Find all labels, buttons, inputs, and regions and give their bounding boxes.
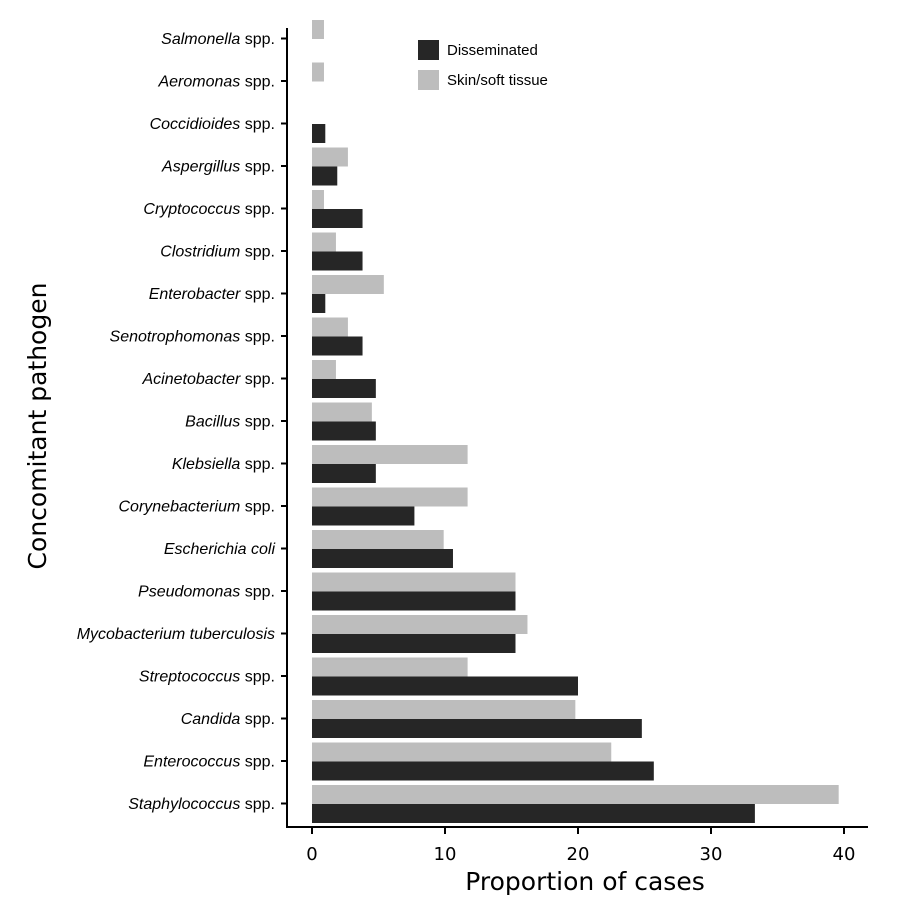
legend: Disseminated Skin/soft tissue (418, 40, 548, 90)
x-tick-label-10: 10 (434, 844, 457, 865)
x-tick-label-20: 20 (567, 844, 590, 865)
y-tick-label-cryptococcus-spp: Cryptococcus spp. (143, 201, 275, 218)
legend-label-disseminated: Disseminated (447, 42, 538, 59)
legend-swatch-skin-soft-tissue (418, 70, 439, 90)
bar-skin-soft-tissue-cryptococcus-spp (312, 190, 324, 209)
bar-disseminated-klebsiella-spp (312, 464, 376, 483)
bar-skin-soft-tissue-candida-spp (312, 700, 576, 719)
bar-skin-soft-tissue-escherichia-coli (312, 530, 444, 549)
y-tick-label-corynebacterium-spp: Corynebacterium spp. (118, 499, 275, 516)
x-axis-title: Proportion of cases (465, 867, 704, 896)
bar-disseminated-coccidioides-spp (312, 124, 326, 143)
bar-disseminated-escherichia-coli (312, 549, 453, 568)
y-tick-label-staphylococcus-spp: Staphylococcus spp. (128, 796, 275, 813)
y-tick-label-enterococcus-spp: Enterococcus spp. (143, 754, 275, 771)
bar-disseminated-cryptococcus-spp (312, 209, 363, 228)
y-tick-label-pseudomonas-spp: Pseudomonas spp. (138, 584, 275, 601)
bar-disseminated-clostridium-spp (312, 251, 363, 271)
y-tick-label-mycobacterium-tuberculosis: Mycobacterium tuberculosis (77, 626, 275, 643)
bar-skin-soft-tissue-staphylococcus-spp (312, 785, 839, 804)
bar-skin-soft-tissue-salmonella-spp (312, 20, 324, 39)
bar-disseminated-aspergillus-spp (312, 166, 338, 186)
bar-disseminated-bacillus-spp (312, 421, 376, 441)
bar-disseminated-mycobacterium-tuberculosis (312, 634, 516, 653)
bar-skin-soft-tissue-aeromonas-spp (312, 62, 324, 82)
bar-skin-soft-tissue-aspergillus-spp (312, 147, 348, 167)
bar-disseminated-enterobacter-spp (312, 294, 326, 313)
y-tick-label-aspergillus-spp: Aspergillus spp. (161, 159, 275, 176)
x-axis-ticks: 0 10 20 30 40 (306, 827, 855, 865)
y-tick-label-acinetobacter-spp: Acinetobacter spp. (141, 371, 275, 388)
bar-disseminated-streptococcus-spp (312, 676, 578, 696)
y-tick-label-clostridium-spp: Clostridium spp. (160, 244, 275, 261)
bar-disseminated-enterococcus-spp (312, 761, 654, 781)
bar-skin-soft-tissue-corynebacterium-spp (312, 487, 468, 507)
bar-disseminated-corynebacterium-spp (312, 506, 415, 526)
bar-skin-soft-tissue-acinetobacter-spp (312, 360, 336, 379)
x-tick-label-40: 40 (833, 844, 856, 865)
bar-skin-soft-tissue-mycobacterium-tuberculosis (312, 615, 528, 634)
y-tick-label-escherichia-coli: Escherichia coli (164, 541, 276, 558)
bar-skin-soft-tissue-enterococcus-spp (312, 742, 612, 762)
bars-group (312, 20, 839, 823)
bar-skin-soft-tissue-klebsiella-spp (312, 445, 468, 464)
bar-disseminated-pseudomonas-spp (312, 591, 516, 611)
y-tick-label-streptococcus-spp: Streptococcus spp. (139, 669, 275, 686)
bar-skin-soft-tissue-streptococcus-spp (312, 657, 468, 677)
bar-skin-soft-tissue-senotrophomonas-spp (312, 317, 348, 337)
x-tick-label-0: 0 (306, 844, 317, 865)
bar-disseminated-candida-spp (312, 719, 642, 738)
y-tick-label-senotrophomonas-spp: Senotrophomonas spp. (110, 329, 275, 346)
bar-skin-soft-tissue-clostridium-spp (312, 232, 336, 252)
y-tick-label-salmonella-spp: Salmonella spp. (161, 31, 275, 48)
bar-disseminated-staphylococcus-spp (312, 804, 755, 823)
legend-label-skin-soft-tissue: Skin/soft tissue (447, 72, 548, 89)
bar-disseminated-acinetobacter-spp (312, 379, 376, 398)
legend-swatch-disseminated (418, 40, 439, 60)
y-tick-label-aeromonas-spp: Aeromonas spp. (157, 74, 275, 91)
y-axis-ticks: Salmonella spp. Aeromonas spp. Coccidioide… (77, 31, 287, 813)
y-axis-title: Concomitant pathogen (23, 283, 52, 570)
y-tick-label-candida-spp: Candida spp. (181, 711, 275, 728)
bar-skin-soft-tissue-bacillus-spp (312, 402, 372, 422)
x-tick-label-30: 30 (700, 844, 723, 865)
bar-skin-soft-tissue-pseudomonas-spp (312, 572, 516, 592)
y-tick-label-coccidioides-spp: Coccidioides spp. (150, 116, 275, 133)
y-tick-label-bacillus-spp: Bacillus spp. (185, 414, 275, 431)
bar-skin-soft-tissue-enterobacter-spp (312, 275, 384, 294)
bar-disseminated-senotrophomonas-spp (312, 336, 363, 356)
y-tick-label-klebsiella-spp: Klebsiella spp. (172, 456, 275, 473)
y-tick-label-enterobacter-spp: Enterobacter spp. (149, 286, 275, 303)
